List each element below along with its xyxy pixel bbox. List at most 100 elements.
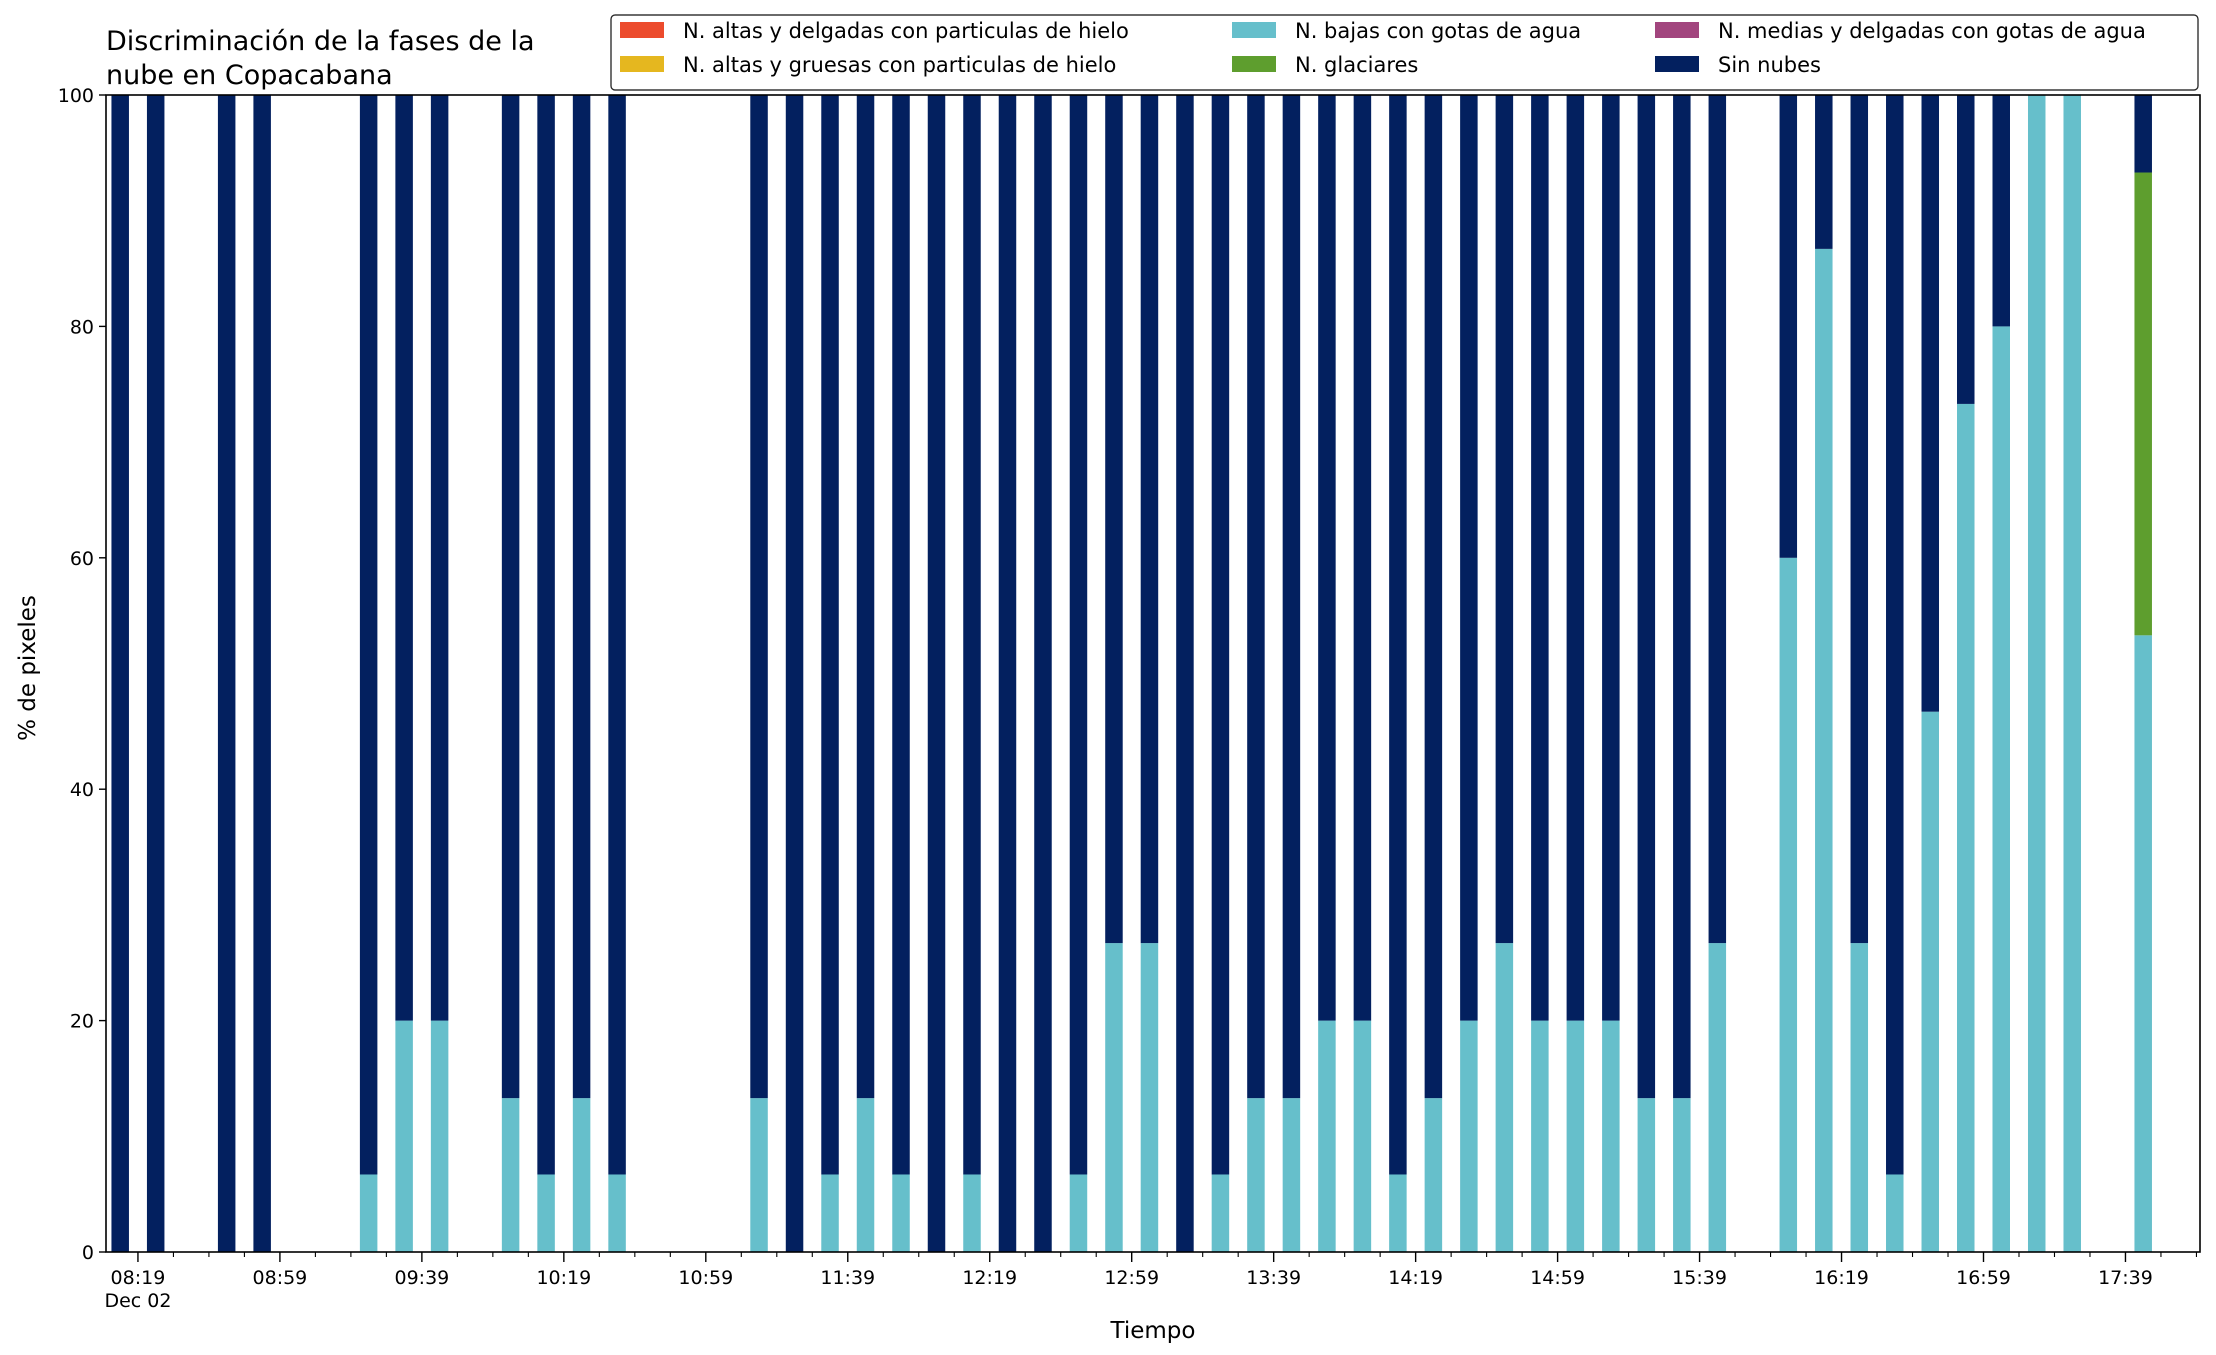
bar-low_water-0944 bbox=[430, 1020, 449, 1252]
bar-clear-1224 bbox=[998, 95, 1017, 1252]
bar-clear-1414 bbox=[1389, 95, 1407, 1175]
bar-clear-1254 bbox=[1105, 95, 1123, 944]
x-tick-label-0939: 09:39 bbox=[394, 1267, 449, 1289]
bar-low_water-1434 bbox=[1460, 1020, 1478, 1252]
bar-low_water-1114 bbox=[750, 1098, 768, 1252]
x-tick-label-1419: 14:19 bbox=[1388, 1267, 1443, 1289]
x-tick-label-1459: 14:59 bbox=[1530, 1267, 1585, 1289]
y-tick-label-0: 0 bbox=[82, 1242, 94, 1264]
bar-clear-1654 bbox=[1957, 95, 1975, 404]
bar-low_water-1644 bbox=[1921, 711, 1940, 1252]
chart-title-line-1: Discriminación de la fases de la bbox=[106, 26, 535, 57]
bar-low_water-1544 bbox=[1708, 943, 1727, 1252]
bar-low_water-0924 bbox=[359, 1174, 378, 1252]
bar-clear-0814 bbox=[111, 95, 129, 1252]
plot-frame bbox=[105, 94, 2201, 1253]
bar-clear-1704 bbox=[1992, 95, 2010, 327]
bar-low_water-1534 bbox=[1673, 1098, 1691, 1252]
legend-label-mid_water: N. medias y delgadas con gotas de agua bbox=[1718, 19, 2146, 43]
bar-low_water-1624 bbox=[1850, 943, 1869, 1252]
bars-layer bbox=[111, 95, 2152, 1252]
chart-title-line-2: nube en Copacabana bbox=[106, 60, 393, 91]
legend-swatch-glacier bbox=[1232, 56, 1276, 72]
bar-clear-1344 bbox=[1282, 95, 1301, 1099]
bar-clear-1304 bbox=[1140, 95, 1159, 944]
legend-swatch-low_water bbox=[1232, 22, 1276, 38]
bar-clear-0924 bbox=[359, 95, 378, 1175]
bar-clear-1154 bbox=[892, 95, 910, 1175]
bar-low_water-1614 bbox=[1815, 248, 1833, 1252]
bar-clear-1034 bbox=[608, 95, 626, 1175]
bar-clear-1114 bbox=[750, 95, 768, 1099]
bar-clear-1354 bbox=[1318, 95, 1336, 1021]
legend-label-glacier: N. glaciares bbox=[1295, 53, 1418, 77]
legend-swatch-alt_thin_ice bbox=[620, 22, 664, 38]
bar-low_water-0934 bbox=[395, 1020, 413, 1252]
bar-clear-1404 bbox=[1353, 95, 1372, 1021]
bar-low_water-1244 bbox=[1069, 1174, 1088, 1252]
bar-clear-1134 bbox=[821, 95, 839, 1175]
bar-low_water-1724 bbox=[2063, 95, 2081, 1252]
bar-clear-0854 bbox=[253, 95, 271, 1252]
bar-clear-1324 bbox=[1211, 95, 1230, 1175]
bar-clear-1214 bbox=[963, 95, 981, 1175]
x-tick-label-1619: 16:19 bbox=[1814, 1267, 1869, 1289]
bar-low_water-1744 bbox=[2134, 635, 2152, 1252]
bar-low_water-1514 bbox=[1602, 1020, 1620, 1252]
bar-low_water-1454 bbox=[1531, 1020, 1549, 1252]
x-tick-label-0819: 08:19 bbox=[111, 1267, 166, 1289]
bar-clear-1314 bbox=[1176, 95, 1194, 1252]
y-tick-label-60: 60 bbox=[70, 548, 94, 570]
bar-clear-1524 bbox=[1637, 95, 1656, 1099]
bar-clear-1644 bbox=[1921, 95, 1940, 712]
bar-clear-1544 bbox=[1708, 95, 1727, 944]
bar-clear-0844 bbox=[217, 95, 236, 1252]
bar-clear-1234 bbox=[1034, 95, 1052, 1252]
bar-clear-1454 bbox=[1531, 95, 1549, 1021]
bar-clear-1424 bbox=[1424, 95, 1443, 1099]
y-tick-label-40: 40 bbox=[70, 779, 94, 801]
bar-clear-1444 bbox=[1495, 95, 1514, 944]
x-tick-label-1659: 16:59 bbox=[1956, 1267, 2011, 1289]
bar-low_water-1604 bbox=[1779, 557, 1798, 1252]
bar-low_water-1134 bbox=[821, 1174, 839, 1252]
bar-clear-1534 bbox=[1673, 95, 1691, 1099]
bar-low_water-1414 bbox=[1389, 1174, 1407, 1252]
legend-swatch-alt_thick_ice bbox=[620, 56, 664, 72]
bar-low_water-1024 bbox=[572, 1098, 591, 1252]
bar-clear-1244 bbox=[1069, 95, 1088, 1175]
bar-low_water-1324 bbox=[1211, 1174, 1230, 1252]
x-tick-label-0859: 08:59 bbox=[253, 1267, 308, 1289]
bar-low_water-1634 bbox=[1886, 1174, 1904, 1252]
chart-title: Discriminación de la fases de la nube en… bbox=[106, 26, 535, 91]
bar-low_water-1154 bbox=[892, 1174, 910, 1252]
bar-low_water-1354 bbox=[1318, 1020, 1336, 1252]
legend-border bbox=[610, 14, 2199, 91]
legend-label-alt_thin_ice: N. altas y delgadas con particulas de hi… bbox=[683, 19, 1129, 43]
bar-low_water-1504 bbox=[1566, 1020, 1585, 1252]
bar-clear-1744 bbox=[2134, 95, 2152, 173]
bar-low_water-1714 bbox=[2027, 95, 2046, 1252]
y-axis-label: % de pixeles bbox=[15, 595, 41, 741]
legend-label-alt_thick_ice: N. altas y gruesas con particulas de hie… bbox=[683, 53, 1116, 77]
legend: N. altas y delgadas con particulas de hi… bbox=[610, 14, 2199, 91]
bar-low_water-1214 bbox=[963, 1174, 981, 1252]
x-tick-label-1219: 12:19 bbox=[962, 1267, 1017, 1289]
bar-low_water-1704 bbox=[1992, 326, 2010, 1252]
bar-low_water-1304 bbox=[1140, 943, 1159, 1252]
y-tick-label-100: 100 bbox=[58, 85, 94, 107]
bar-glacier-1744 bbox=[2134, 172, 2152, 636]
x-tick-label-1059: 10:59 bbox=[678, 1267, 733, 1289]
bar-low_water-1444 bbox=[1495, 943, 1514, 1252]
x-tick-label-1539: 15:39 bbox=[1672, 1267, 1727, 1289]
bar-clear-1634 bbox=[1886, 95, 1904, 1175]
bar-clear-1514 bbox=[1602, 95, 1620, 1021]
bar-clear-1334 bbox=[1247, 95, 1265, 1099]
x-tick-label-1139: 11:39 bbox=[820, 1267, 875, 1289]
bar-clear-1614 bbox=[1815, 95, 1833, 249]
bar-clear-1004 bbox=[501, 95, 520, 1099]
bar-low_water-1424 bbox=[1424, 1098, 1443, 1252]
bar-clear-1014 bbox=[537, 95, 555, 1175]
